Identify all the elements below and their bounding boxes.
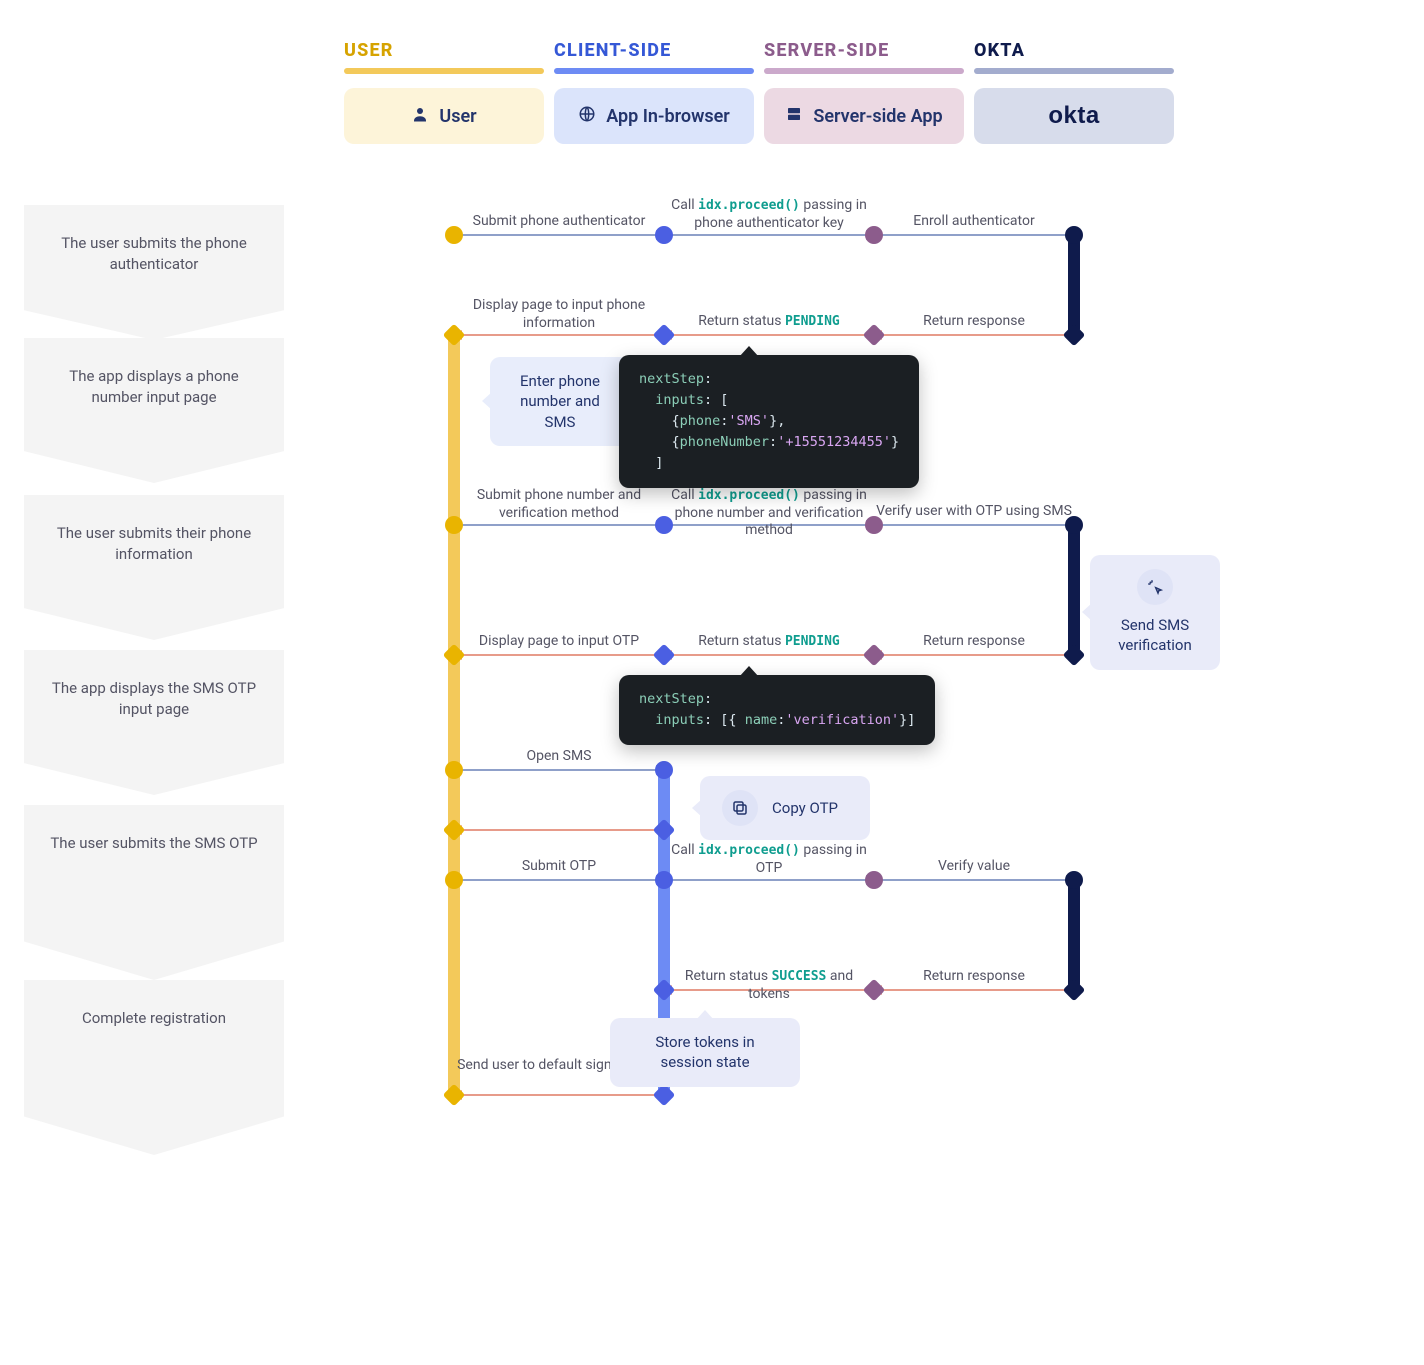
node-diamond <box>653 819 676 842</box>
callout-store-tokens: Store tokens in session state <box>610 1018 800 1087</box>
arrow-label: Enroll authenticator <box>874 213 1074 231</box>
arrow <box>874 334 1074 336</box>
lane-box-server: Server-side App <box>764 88 964 144</box>
arrow <box>664 334 874 336</box>
lane-box-label-client: App In-browser <box>606 106 730 127</box>
arrow <box>664 879 874 881</box>
lane-title-user: USER <box>344 40 394 61</box>
lane-box-label-user: User <box>439 106 476 127</box>
sequence-diagram: USERUserCLIENT-SIDEApp In-browserSERVER-… <box>0 0 1424 100</box>
lane-bar-okta <box>974 68 1174 74</box>
arrow <box>454 1094 664 1096</box>
step-chevron: The app displays a phone number input pa… <box>24 338 284 483</box>
arrow <box>874 654 1074 656</box>
server-icon <box>785 105 803 128</box>
arrow <box>664 234 874 236</box>
lane-box-okta: okta <box>974 88 1174 144</box>
client-icon <box>578 105 596 128</box>
arrow <box>874 989 1074 991</box>
arrow <box>454 234 664 236</box>
arrow-label: Verify value <box>874 858 1074 876</box>
arrow <box>454 769 664 771</box>
arrow <box>454 829 664 831</box>
arrow <box>664 654 874 656</box>
arrow-label: Display page to input phone information <box>454 297 664 332</box>
step-chevron: The user submits the SMS OTP <box>24 805 284 980</box>
step-chevron: Complete registration <box>24 980 284 1155</box>
arrow-label: Return status PENDING <box>664 633 874 651</box>
lane-bar-server <box>764 68 964 74</box>
lane-box-user: User <box>344 88 544 144</box>
arrow-label: Submit phone number and verification met… <box>454 487 664 522</box>
activation-bar <box>448 335 460 1095</box>
arrow-label: Return response <box>874 313 1074 331</box>
lane-bar-client <box>554 68 754 74</box>
lane-title-okta: OKTA <box>974 40 1025 61</box>
code-tooltip: nextStep: inputs: [{ name:'verification'… <box>619 675 935 745</box>
arrow <box>454 334 664 336</box>
step-chevron: The user submits their phone information <box>24 495 284 640</box>
lane-bar-user <box>344 68 544 74</box>
copy-icon <box>722 790 758 826</box>
arrow-label: Verify user with OTP using SMS <box>874 503 1074 521</box>
okta-logo: okta <box>1048 102 1099 130</box>
arrow <box>454 524 664 526</box>
step-chevron: The user submits the phone authenticator <box>24 205 284 340</box>
arrow <box>874 234 1074 236</box>
lane-box-client: App In-browser <box>554 88 754 144</box>
arrow <box>454 654 664 656</box>
user-icon <box>411 105 429 128</box>
node-diamond <box>443 1084 466 1107</box>
arrow <box>874 879 1074 881</box>
lane-box-label-server: Server-side App <box>813 106 942 127</box>
arrow <box>454 879 664 881</box>
arrow-label: Call idx.proceed() passing in OTP <box>664 842 874 877</box>
callout-enter-phone: Enter phone number and SMS <box>490 357 630 446</box>
arrow-label: Return response <box>874 633 1074 651</box>
arrow-label: Open SMS <box>454 748 664 766</box>
code-tooltip: nextStep: inputs: [ {phone:'SMS'}, {phon… <box>619 355 919 488</box>
arrow-label: Return status PENDING <box>664 313 874 331</box>
cursor-click-icon <box>1137 569 1173 605</box>
callout-copy-otp: Copy OTP <box>700 776 870 840</box>
step-chevron: The app displays the SMS OTP input page <box>24 650 284 795</box>
arrow-label: Call idx.proceed() passing in phone numb… <box>664 487 874 540</box>
arrow-label: Submit phone authenticator <box>454 213 664 231</box>
lane-title-client: CLIENT-SIDE <box>554 40 671 61</box>
callout-send-sms: Send SMS verification <box>1090 555 1220 670</box>
arrow-label: Return response <box>874 968 1074 986</box>
arrow-label: Call idx.proceed() passing in phone auth… <box>664 197 874 232</box>
node-diamond <box>443 819 466 842</box>
arrow <box>874 524 1074 526</box>
arrow-label: Return status SUCCESS and tokens <box>664 968 874 1003</box>
arrow-label: Submit OTP <box>454 858 664 876</box>
node-diamond <box>653 1084 676 1107</box>
lane-title-server: SERVER-SIDE <box>764 40 889 61</box>
arrow-label: Display page to input OTP <box>454 633 664 651</box>
